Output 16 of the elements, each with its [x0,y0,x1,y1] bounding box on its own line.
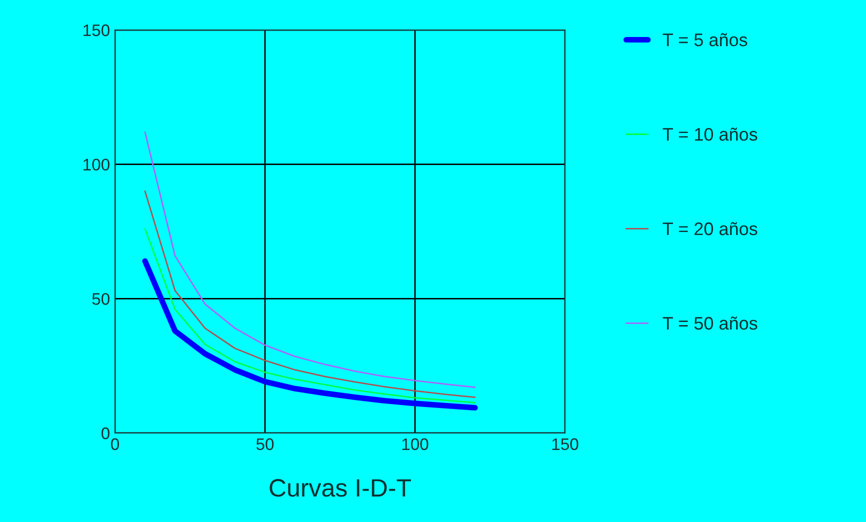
x-tick-label: 0 [111,438,119,450]
line-series [144,228,476,404]
y-tick-label: 50 [92,293,110,305]
x-tick-label: 50 [256,438,274,450]
legend-label: T = 50 años [662,316,758,330]
line-series [144,131,476,388]
legend-label: T = 10 años [662,128,758,141]
y-tick-label: 150 [84,24,110,36]
x-tick-label: 150 [552,438,578,450]
x-tick-label: 100 [402,438,428,450]
x-axis-title: Curvas I-D-T [270,479,411,497]
legend-label: T = 5 años [662,33,748,46]
y-tick-label: 100 [84,158,110,171]
legend-label: T = 20 años [662,222,758,236]
y-tick-label: 0 [102,427,110,440]
line-series [144,190,476,398]
